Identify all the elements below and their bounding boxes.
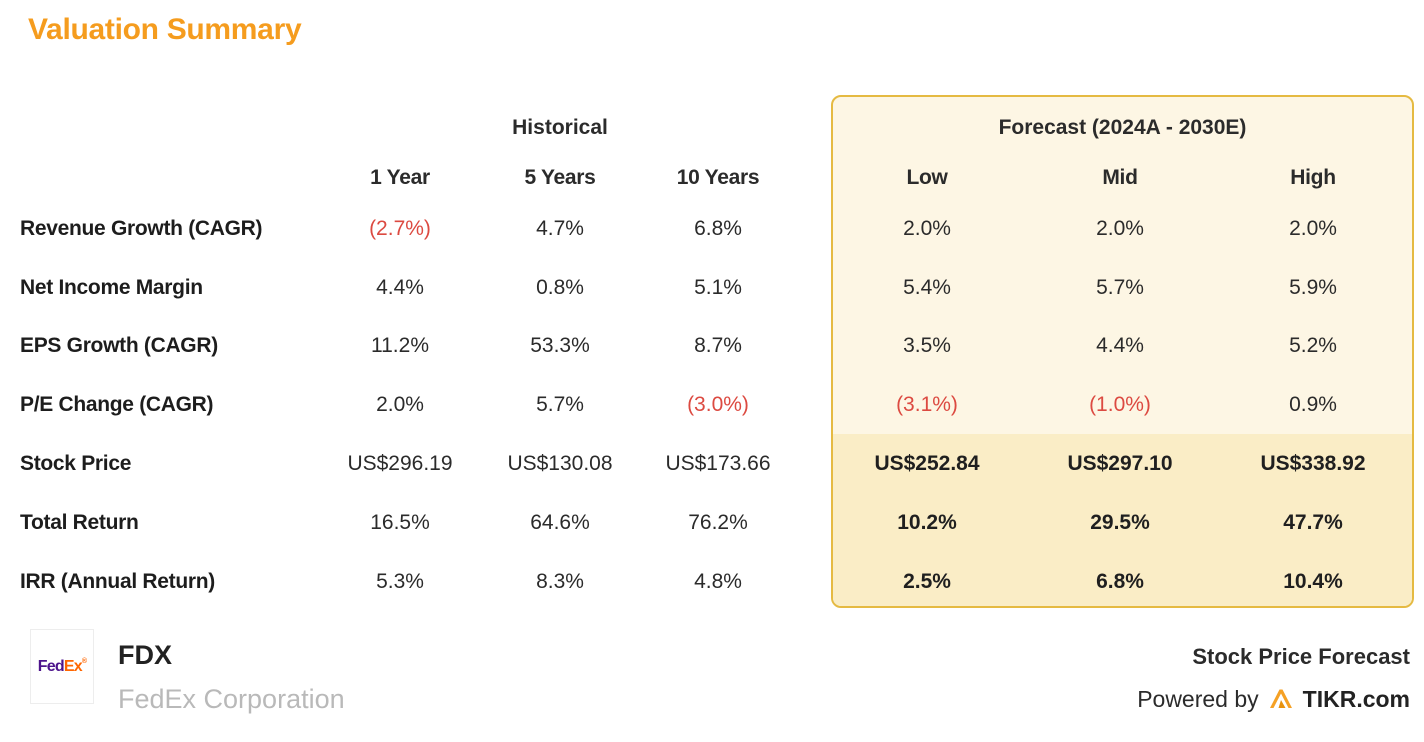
cell-value: 29.5% xyxy=(1090,511,1150,534)
col-header-mid: Mid xyxy=(1102,166,1138,189)
cell-value: (3.1%) xyxy=(896,393,958,416)
table-row: P/E Change (CAGR) 2.0% 5.7% (3.0%) (3.1%… xyxy=(0,390,1424,420)
cell-value: 47.7% xyxy=(1283,511,1343,534)
cell-value: US$130.08 xyxy=(507,452,613,475)
cell-value: US$338.92 xyxy=(1260,452,1366,475)
row-label: Revenue Growth (CAGR) xyxy=(20,217,263,240)
cell-value: 2.0% xyxy=(1289,217,1337,240)
cell-value: 0.9% xyxy=(1289,393,1337,416)
table-row: Revenue Growth (CAGR) (2.7%) 4.7% 6.8% 2… xyxy=(0,214,1424,244)
cell-value: 4.4% xyxy=(376,276,424,299)
row-label: P/E Change (CAGR) xyxy=(20,393,214,416)
cell-value: US$252.84 xyxy=(874,452,980,475)
cell-value: 10.2% xyxy=(897,511,957,534)
cell-value: 3.5% xyxy=(903,334,951,357)
cell-value: 4.4% xyxy=(1096,334,1144,357)
cell-value: 5.3% xyxy=(376,570,424,593)
cell-value: 4.7% xyxy=(536,217,584,240)
row-label: IRR (Annual Return) xyxy=(20,570,215,593)
column-header-row: 1 Year 5 Years 10 Years Low Mid High xyxy=(0,163,1424,193)
cell-value: 5.9% xyxy=(1289,276,1337,299)
col-header-low: Low xyxy=(906,166,948,189)
cell-value: 2.0% xyxy=(376,393,424,416)
powered-by: Powered by TIKR.com xyxy=(1137,682,1410,716)
col-header-10-years: 10 Years xyxy=(676,166,760,189)
cell-value: US$296.19 xyxy=(347,452,453,475)
cell-value: 5.7% xyxy=(1096,276,1144,299)
forecast-header: Forecast (2024A - 2030E) xyxy=(998,116,1247,139)
cell-value: 5.7% xyxy=(536,393,584,416)
cell-value: (1.0%) xyxy=(1089,393,1151,416)
table-row: Stock Price US$296.19 US$130.08 US$173.6… xyxy=(0,449,1424,479)
cell-value: 76.2% xyxy=(688,511,748,534)
cell-value: 10.4% xyxy=(1283,570,1343,593)
table-row: IRR (Annual Return) 5.3% 8.3% 4.8% 2.5% … xyxy=(0,567,1424,597)
company-logo: FedEx® xyxy=(30,629,94,704)
forecast-panel xyxy=(831,95,1414,608)
cell-value: 2.0% xyxy=(903,217,951,240)
cell-value: 6.8% xyxy=(1096,570,1144,593)
cell-value: 4.8% xyxy=(694,570,742,593)
cell-value: (3.0%) xyxy=(687,393,749,416)
cell-value: 53.3% xyxy=(530,334,590,357)
cell-value: 5.2% xyxy=(1289,334,1337,357)
fedex-logo-icon: FedEx® xyxy=(37,657,87,675)
company-name: FedEx Corporation xyxy=(118,684,345,714)
col-header-high: High xyxy=(1290,166,1336,189)
cell-value: 8.3% xyxy=(536,570,584,593)
row-label: EPS Growth (CAGR) xyxy=(20,334,218,357)
cell-value: 8.7% xyxy=(694,334,742,357)
row-label: Stock Price xyxy=(20,452,132,475)
cell-value: US$297.10 xyxy=(1067,452,1173,475)
col-header-5-years: 5 Years xyxy=(524,166,596,189)
cell-value: 64.6% xyxy=(530,511,590,534)
tikr-logo-icon xyxy=(1269,689,1292,708)
cell-value: 16.5% xyxy=(370,511,430,534)
cell-value: US$173.66 xyxy=(665,452,771,475)
cell-value: (2.7%) xyxy=(369,217,431,240)
col-header-1-year: 1 Year xyxy=(370,166,430,189)
table-row: Total Return 16.5% 64.6% 76.2% 10.2% 29.… xyxy=(0,508,1424,538)
cell-value: 11.2% xyxy=(371,334,429,357)
cell-value: 5.1% xyxy=(694,276,742,299)
row-label: Total Return xyxy=(20,511,139,534)
table-row: Net Income Margin 4.4% 0.8% 5.1% 5.4% 5.… xyxy=(0,273,1424,303)
cell-value: 2.5% xyxy=(903,570,951,593)
cell-value: 6.8% xyxy=(694,217,742,240)
cell-value: 0.8% xyxy=(536,276,584,299)
page-title: Valuation Summary xyxy=(28,13,302,46)
ticker-symbol: FDX xyxy=(118,640,172,670)
row-label: Net Income Margin xyxy=(20,276,203,299)
cell-value: 5.4% xyxy=(903,276,951,299)
historical-header: Historical xyxy=(512,116,608,139)
tikr-brand-label[interactable]: TIKR.com xyxy=(1302,685,1410,712)
cell-value: 2.0% xyxy=(1096,217,1144,240)
table-row: EPS Growth (CAGR) 11.2% 53.3% 8.7% 3.5% … xyxy=(0,331,1424,361)
forecast-highlight-band xyxy=(833,434,1412,606)
footer-right-title: Stock Price Forecast xyxy=(1192,644,1410,669)
powered-by-label: Powered by xyxy=(1137,685,1259,712)
